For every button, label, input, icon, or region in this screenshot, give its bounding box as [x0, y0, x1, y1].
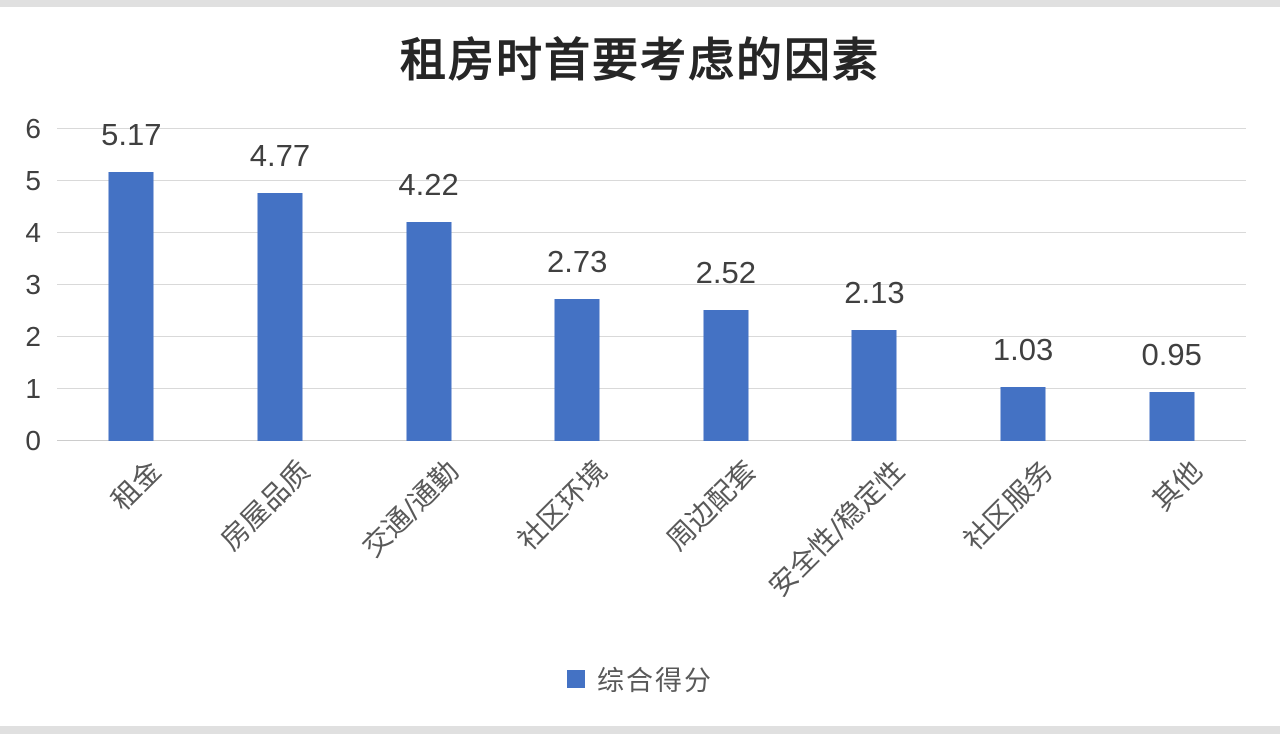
- bar-value-label-1.03: 1.03: [992, 332, 1054, 368]
- bar-周边配套: [703, 309, 749, 441]
- category-label-社区服务: 社区服务: [957, 454, 1060, 557]
- bar-value-label-4.22: 4.22: [398, 166, 459, 202]
- bar-房屋品质: [257, 192, 303, 441]
- legend-series-label: 综合得分: [597, 666, 713, 697]
- chart-legend: 综合得分: [0, 659, 1280, 698]
- plot-area: 0 1 2 3 4 5 6 5.17 4.77 4.22 2.73 2.52 2.13 1.03 0.95: [25, 115, 1246, 455]
- bar-其他: [1149, 391, 1195, 441]
- category-label-租金: 租金: [104, 454, 168, 518]
- window-top-edge: [0, 0, 1280, 7]
- gridline-y-5: [57, 180, 1246, 181]
- category-label-其他: 其他: [1145, 454, 1209, 518]
- category-label-周边配套: 周边配套: [659, 454, 763, 557]
- category-label-房屋品质: 房屋品质: [214, 454, 317, 557]
- x-axis-category-labels: 租金 房屋品质 交通/通勤 社区环境 周边配套 安全性/稳定性 社区服务 其他: [57, 454, 1246, 645]
- bar-社区环境: [554, 299, 600, 441]
- bar-安全性/稳定性: [851, 330, 897, 441]
- x-axis-line: [57, 440, 1246, 441]
- bar-value-label-5.17: 5.17: [101, 117, 162, 153]
- gridline-y-1: [57, 388, 1246, 389]
- bar-社区服务: [1000, 387, 1046, 441]
- gridline-y-3: [57, 284, 1246, 285]
- bar-value-label-2.13: 2.13: [844, 275, 905, 311]
- y-tick-label-3: 3: [25, 269, 41, 300]
- category-label-社区环境: 社区环境: [511, 454, 614, 557]
- y-tick-label-5: 5: [25, 165, 41, 196]
- y-tick-label-6: 6: [25, 113, 41, 144]
- window-bottom-edge: [0, 726, 1280, 734]
- category-label-安全性/稳定性: 安全性/稳定性: [762, 454, 912, 604]
- bar-value-label-2.52: 2.52: [695, 254, 756, 290]
- y-tick-label-2: 2: [25, 321, 41, 352]
- bar-value-label-2.73: 2.73: [547, 244, 608, 280]
- chart-title: 租房时首要考虑的因素: [400, 33, 880, 87]
- gridline-y-2: [57, 336, 1246, 337]
- category-label-交通/通勤: 交通/通勤: [355, 454, 466, 564]
- bar-租金: [108, 172, 154, 441]
- y-tick-label-4: 4: [25, 217, 41, 248]
- legend-swatch-icon: [567, 669, 585, 688]
- y-tick-label-0: 0: [25, 425, 41, 456]
- bar-value-label-4.77: 4.77: [249, 137, 311, 173]
- y-tick-label-1: 1: [25, 373, 41, 404]
- bar-value-label-0.95: 0.95: [1141, 336, 1202, 372]
- gridline-y-6: [57, 128, 1246, 129]
- bar-交通/通勤: [406, 221, 452, 441]
- gridline-y-4: [57, 232, 1246, 233]
